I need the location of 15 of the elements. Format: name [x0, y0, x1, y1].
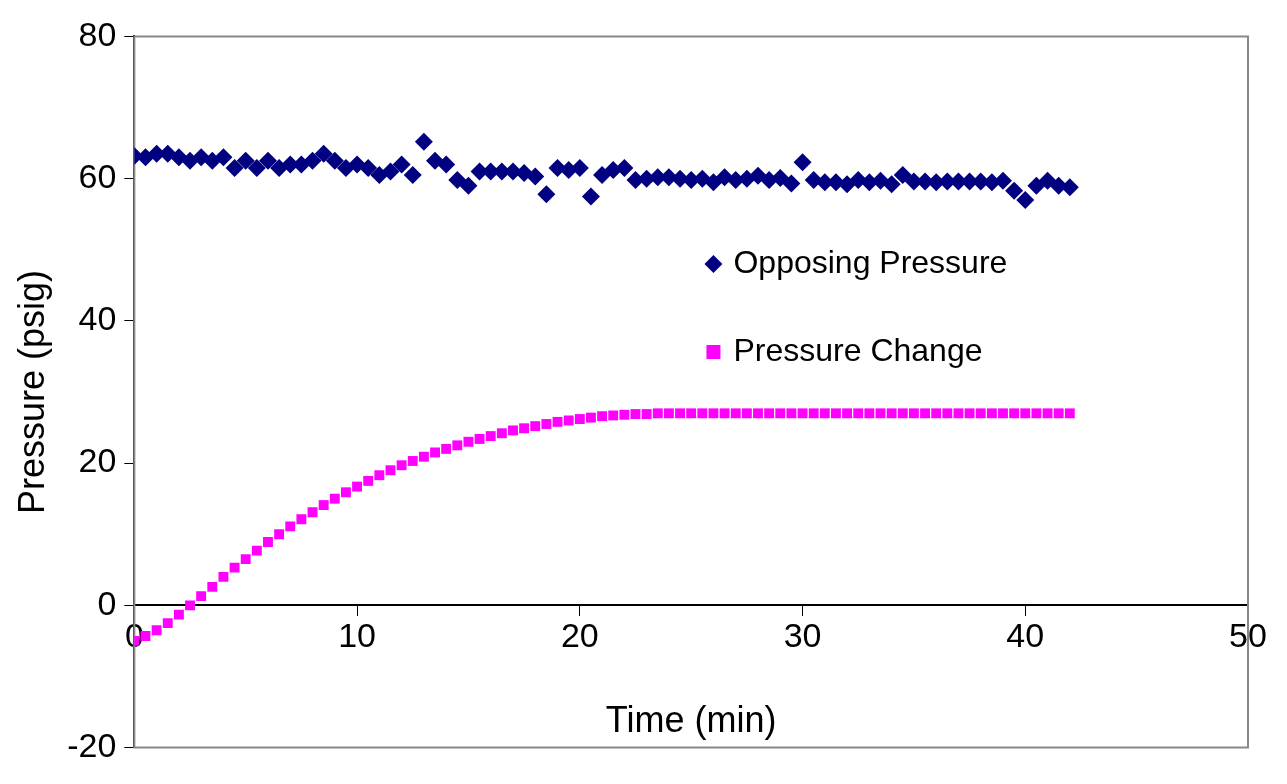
x-tick-label: 30	[783, 616, 822, 655]
y-tick-label: 0	[97, 583, 117, 622]
x-tick-label: 20	[560, 616, 599, 655]
y-tick-label: 20	[78, 441, 117, 480]
x-axis-title: Time (min)	[605, 698, 777, 740]
x-tick-label: 10	[338, 616, 376, 655]
legend-label: Opposing Pressure	[733, 243, 1008, 280]
y-axis-title: Pressure (psig)	[10, 269, 52, 515]
y-tick-label: 40	[78, 299, 117, 338]
y-tick-label: 60	[78, 157, 117, 196]
y-tick-label: 80	[78, 14, 117, 53]
y-tick-label: -20	[67, 725, 117, 764]
x-tick-label: 40	[1006, 616, 1045, 655]
x-tick-label: 50	[1229, 616, 1267, 655]
legend-label: Pressure Change	[733, 331, 983, 368]
